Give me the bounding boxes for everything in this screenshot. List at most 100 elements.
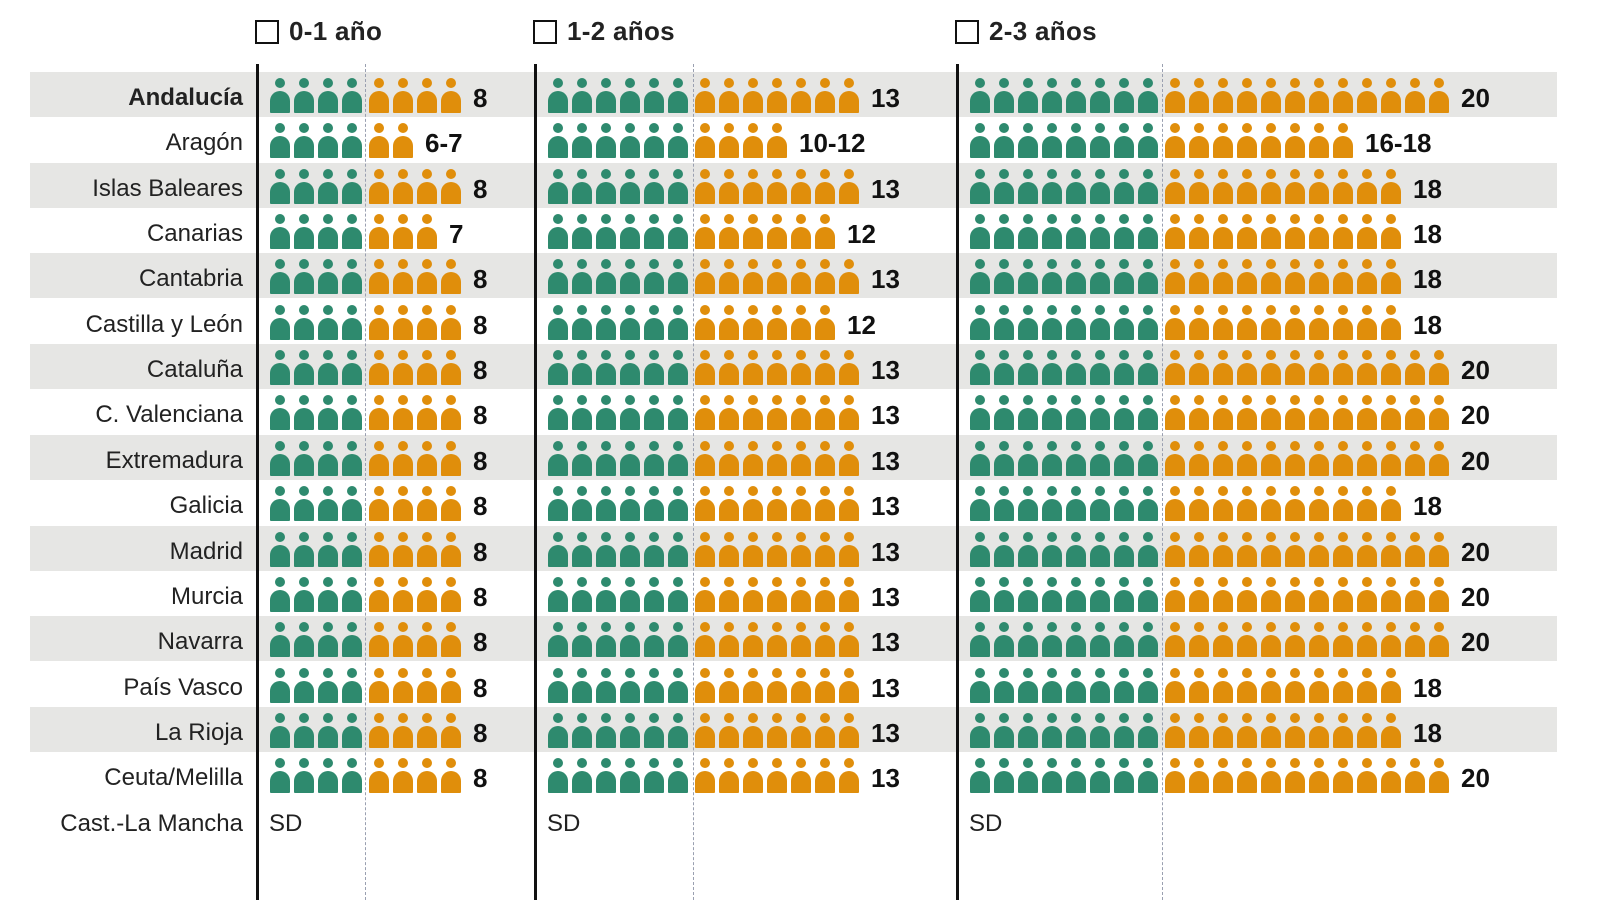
person-head <box>975 576 985 587</box>
person-body <box>695 544 715 567</box>
person-body <box>1189 181 1209 204</box>
person-head <box>347 78 357 88</box>
person-head <box>601 486 611 497</box>
person-icon-extra <box>719 712 739 748</box>
person-icon-base <box>318 395 338 431</box>
person-body <box>318 272 338 295</box>
person-icon-extra <box>839 712 859 748</box>
person-head <box>601 168 611 179</box>
person-head <box>374 304 384 315</box>
person-icon-extra <box>1285 168 1305 204</box>
person-icon-base <box>342 78 362 113</box>
person-head <box>1410 78 1420 88</box>
person-head <box>796 667 806 678</box>
person-icon-extra <box>1165 486 1185 522</box>
person-head <box>975 440 985 451</box>
person-body <box>1165 771 1185 794</box>
value-label: 8 <box>473 763 488 794</box>
person-icon-base <box>548 531 568 567</box>
person-icon-extra <box>1381 350 1401 386</box>
person-icon-base <box>270 168 290 204</box>
person-head <box>374 214 384 225</box>
person-body <box>1018 499 1038 522</box>
person-head <box>1386 531 1396 542</box>
person-icon-base <box>572 259 592 295</box>
person-head <box>625 350 635 361</box>
person-icon-extra <box>1333 304 1353 340</box>
person-body <box>1357 408 1377 431</box>
person-head <box>700 440 710 451</box>
person-icon-base <box>318 440 338 476</box>
person-body <box>1066 317 1086 340</box>
person-icon-extra <box>369 712 389 748</box>
person-icon-base <box>294 350 314 386</box>
person-body <box>393 272 413 295</box>
value-label: 13 <box>871 173 900 204</box>
person-icon-extra <box>1165 259 1185 295</box>
person-icon-base <box>572 667 592 703</box>
person-head <box>601 304 611 315</box>
person-icon-extra <box>719 304 739 340</box>
person-head <box>999 576 1009 587</box>
person-head <box>398 486 408 497</box>
person-icon-extra <box>393 78 413 113</box>
person-head <box>1170 78 1180 88</box>
person-head <box>275 576 285 587</box>
person-icon-base <box>572 576 592 612</box>
no-data-label: SD <box>547 809 581 837</box>
person-head <box>673 576 683 587</box>
person-body <box>294 453 314 476</box>
person-icon-base <box>644 123 664 159</box>
person-body <box>1429 453 1449 476</box>
person-head <box>1410 440 1420 451</box>
person-head <box>446 712 456 723</box>
person-body <box>1429 408 1449 431</box>
person-icon-base <box>970 78 990 113</box>
person-icon-extra <box>791 486 811 522</box>
person-icon-extra <box>719 440 739 476</box>
column-divider <box>256 64 259 900</box>
person-body <box>1138 771 1158 794</box>
person-head <box>1095 576 1105 587</box>
person-body <box>1018 272 1038 295</box>
person-head <box>275 350 285 361</box>
person-body <box>1138 408 1158 431</box>
person-head <box>1314 576 1324 587</box>
person-body <box>572 725 592 748</box>
person-icon-extra <box>1285 712 1305 748</box>
person-icon-base <box>1138 214 1158 250</box>
person-icon-extra <box>839 758 859 794</box>
person-head <box>1266 304 1276 315</box>
person-icon-extra <box>369 576 389 612</box>
person-body <box>815 227 835 250</box>
person-body <box>270 408 290 431</box>
person-icon-base <box>1066 758 1086 794</box>
person-icon-extra <box>393 259 413 295</box>
person-head <box>1314 168 1324 179</box>
person-body <box>1090 544 1110 567</box>
person-icon-base <box>668 667 688 703</box>
person-head <box>299 350 309 361</box>
person-head <box>748 168 758 179</box>
person-icon-base <box>1042 531 1062 567</box>
person-body <box>1285 181 1305 204</box>
person-body <box>1237 408 1257 431</box>
person-body <box>620 635 640 658</box>
person-body <box>1381 680 1401 703</box>
person-icon-base <box>668 123 688 159</box>
person-body <box>1165 499 1185 522</box>
pictogram-cell: SD <box>269 798 302 843</box>
person-body <box>270 725 290 748</box>
person-icon-base <box>572 214 592 250</box>
person-icon-base <box>294 576 314 612</box>
person-icon-extra <box>791 214 811 250</box>
person-head <box>1242 622 1252 633</box>
value-label: 18 <box>1413 219 1442 250</box>
person-icon-extra <box>393 350 413 386</box>
no-data-label: SD <box>969 809 1003 837</box>
person-body <box>1309 635 1329 658</box>
person-icon-base <box>596 576 616 612</box>
person-head <box>748 712 758 723</box>
person-icon-extra <box>1357 486 1377 522</box>
person-head <box>625 667 635 678</box>
